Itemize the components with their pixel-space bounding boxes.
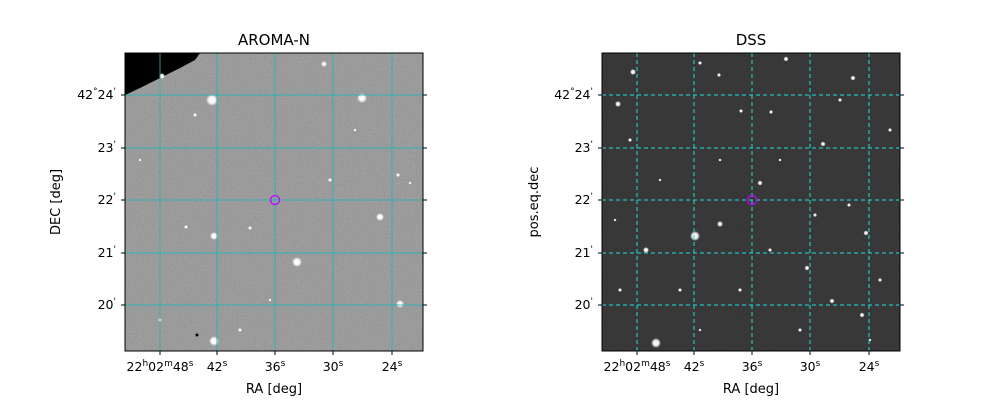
- star: [292, 257, 302, 267]
- star: [328, 178, 332, 182]
- star: [138, 158, 142, 162]
- star: [248, 226, 252, 230]
- star: [888, 128, 892, 132]
- star: [193, 113, 197, 117]
- star: [850, 75, 856, 81]
- star: [376, 213, 384, 221]
- dss-grid: [602, 53, 900, 351]
- star: [678, 288, 682, 292]
- panel-aroma-n: AROMA-N: [49, 31, 427, 397]
- axes-frame: [601, 52, 901, 352]
- dss-image: [602, 53, 900, 351]
- x-tick-label: 42s: [684, 359, 705, 374]
- star: [615, 101, 621, 107]
- star: [783, 56, 789, 62]
- star: [829, 298, 835, 304]
- star: [718, 158, 722, 162]
- aroma-noise-layer: [125, 53, 423, 351]
- star: [757, 180, 763, 186]
- y-tick-label: 42°24': [77, 87, 116, 102]
- star: [628, 138, 632, 142]
- star: [698, 61, 702, 65]
- x-tick-label: 36s: [742, 359, 763, 374]
- star: [798, 328, 802, 332]
- dss-stars: [613, 56, 892, 348]
- star: [717, 73, 721, 77]
- y-tick-labels: 42°24' 23' 22' 21' 20': [554, 87, 593, 312]
- star: [768, 248, 772, 252]
- aroma-image: [125, 53, 423, 351]
- y-tick-label: 21': [98, 245, 116, 260]
- star: [206, 94, 218, 106]
- x-axis-label: RA [deg]: [246, 382, 302, 397]
- star: [630, 69, 636, 75]
- star: [408, 181, 412, 185]
- star: [769, 110, 773, 114]
- panel-title: AROMA-N: [238, 31, 310, 49]
- star: [739, 109, 743, 113]
- x-tick-label: 42s: [207, 359, 228, 374]
- star: [643, 247, 649, 253]
- star: [838, 98, 842, 102]
- y-axis-label: DEC [deg]: [49, 169, 64, 235]
- x-tick-labels: 22h02m48s 42s 36s 30s 24s: [127, 359, 403, 374]
- x-tick-labels: 22h02m48s 42s 36s 30s 24s: [604, 359, 880, 374]
- y-tick-label: 42°24': [554, 87, 593, 102]
- star: [717, 221, 723, 227]
- x-axis-label: RA [deg]: [723, 382, 779, 397]
- x-tick-label: 30s: [323, 359, 344, 374]
- dss-noise-layer: [602, 53, 900, 351]
- star: [651, 338, 661, 348]
- y-tick-label: 21': [575, 245, 593, 260]
- target-marker: [746, 194, 758, 206]
- star: [658, 178, 662, 182]
- y-tick-label: 23': [575, 140, 593, 155]
- y-tick-label: 22': [98, 192, 116, 207]
- star: [613, 218, 617, 222]
- y-tick-label: 22': [575, 192, 593, 207]
- ticks: [598, 94, 904, 355]
- star: [321, 61, 327, 67]
- y-tick-labels: 42°24' 23' 22' 21' 20': [77, 87, 116, 312]
- star: [618, 288, 622, 292]
- aroma-grid: [125, 53, 423, 351]
- star: [353, 128, 357, 132]
- star: [778, 158, 782, 162]
- star: [878, 278, 882, 282]
- star: [238, 328, 242, 332]
- hot-pixel: [195, 333, 199, 337]
- target-marker: [269, 194, 281, 206]
- ticks: [121, 94, 427, 355]
- x-tick-label: 30s: [800, 359, 821, 374]
- star: [396, 173, 400, 177]
- star: [698, 328, 702, 332]
- y-tick-label: 20': [98, 297, 116, 312]
- star: [738, 288, 742, 292]
- x-tick-label: 22h02m48s: [604, 359, 671, 374]
- star: [184, 225, 188, 229]
- x-tick-label: 22h02m48s: [127, 359, 194, 374]
- panel-dss: DSS: [527, 31, 904, 397]
- star: [268, 298, 272, 302]
- star: [690, 231, 700, 241]
- star: [210, 232, 218, 240]
- star: [820, 141, 826, 147]
- star: [859, 312, 865, 318]
- panel-title: DSS: [736, 31, 767, 49]
- star: [813, 213, 817, 217]
- star: [396, 300, 404, 308]
- x-tick-label: 36s: [265, 359, 286, 374]
- y-axis-label: pos.eq.dec: [527, 167, 542, 238]
- y-tick-label: 20': [575, 297, 593, 312]
- y-tick-label: 23': [98, 140, 116, 155]
- star: [863, 230, 869, 236]
- axes-frame: [124, 52, 424, 352]
- star: [804, 265, 810, 271]
- x-tick-label: 24s: [859, 359, 880, 374]
- star: [847, 203, 851, 207]
- x-tick-label: 24s: [382, 359, 403, 374]
